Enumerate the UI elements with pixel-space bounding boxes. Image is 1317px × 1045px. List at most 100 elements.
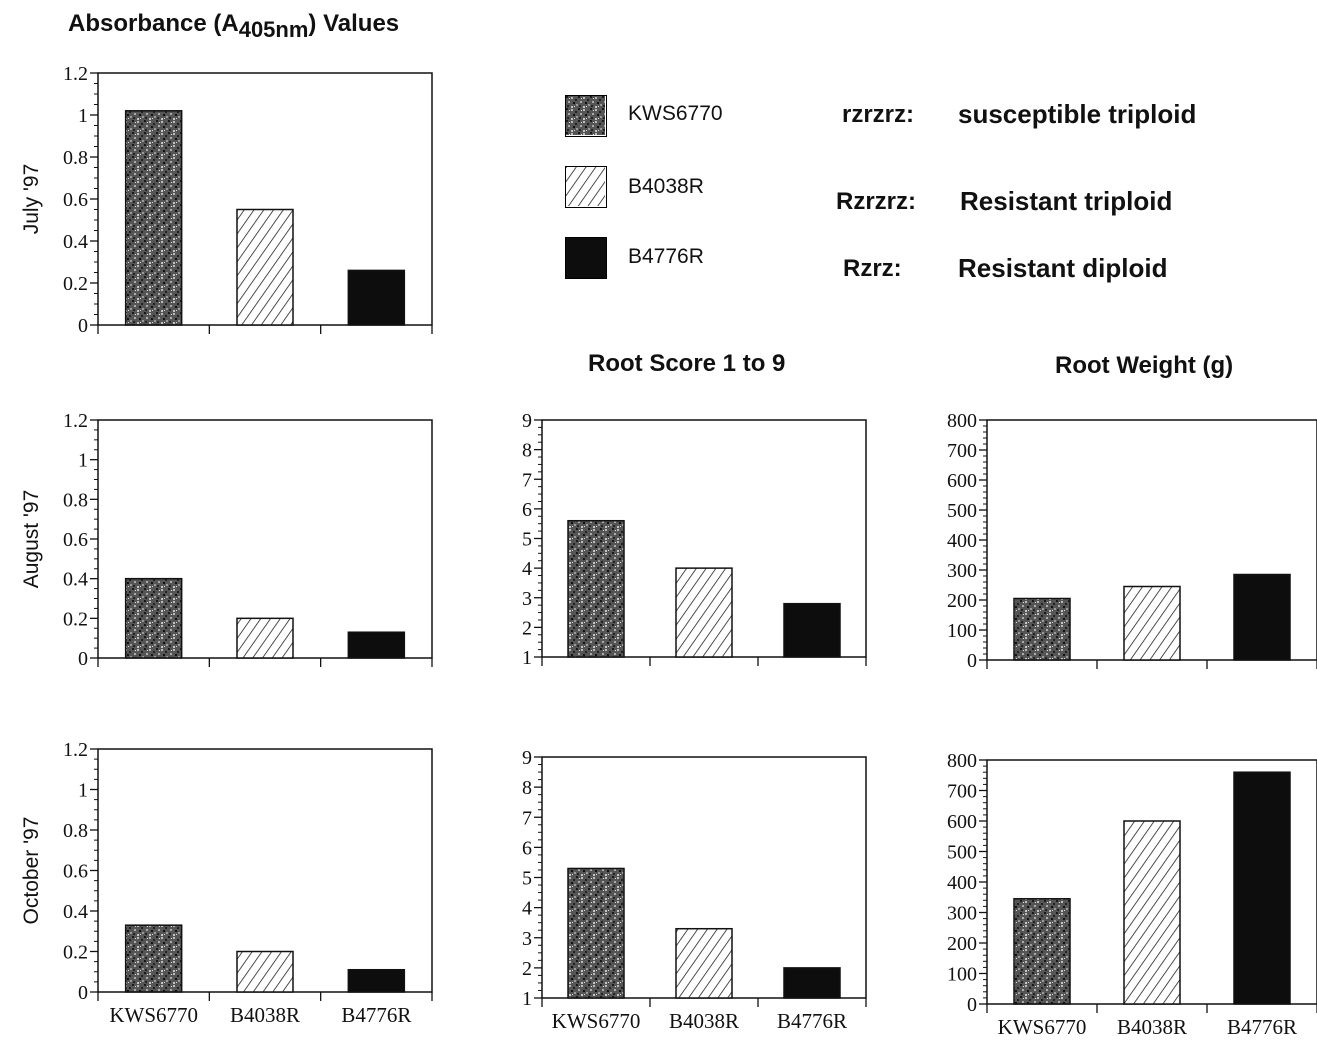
y-tick-label: 0.2	[63, 608, 88, 630]
y-tick-label: 0	[967, 994, 977, 1016]
bar-kws6770	[1013, 898, 1071, 1005]
y-tick-label: 4	[522, 558, 532, 580]
y-tick-label: 600	[947, 470, 977, 492]
bar-b4776r	[783, 602, 841, 658]
y-tick-label: 700	[947, 440, 977, 462]
bar-kws6770	[124, 110, 183, 326]
bar-b4038r	[236, 617, 294, 659]
bar-b4776r	[783, 967, 841, 999]
legend-label-b4038r: B4038R	[628, 175, 704, 198]
y-tick-label: 0.6	[63, 189, 88, 211]
y-tick-label: 0.2	[63, 273, 88, 295]
y-tick-label: 500	[947, 842, 977, 864]
absorbance-heading-main: Absorbance (A	[68, 10, 239, 37]
y-tick-label: 1	[522, 988, 532, 1010]
y-tick-label: 0	[78, 315, 88, 337]
y-tick-label: 600	[947, 811, 977, 833]
chart-weight-august: 0 100 200 300 400 500 600 700 800	[947, 410, 1317, 672]
category-label: KWS6770	[552, 1009, 641, 1033]
y-tick-label: 200	[947, 933, 977, 955]
y-tick-label: 300	[947, 903, 977, 925]
genotype-desc-susceptible-triploid: susceptible triploid	[958, 99, 1197, 129]
bar-b4038r	[675, 567, 733, 658]
bar-kws6770	[567, 867, 625, 999]
row-label: October '97	[20, 817, 43, 925]
y-tick-label: 2	[522, 958, 532, 980]
bar-b4038r	[236, 208, 294, 326]
y-tick-label: 400	[947, 530, 977, 552]
y-tick-label: 9	[522, 747, 532, 769]
y-tick-label: 0.4	[63, 901, 88, 923]
genotype-code-rzrz: Rzrz:	[843, 255, 902, 282]
y-tick-label: 800	[947, 410, 977, 432]
y-tick-label: 0.6	[63, 861, 88, 883]
genotype-desc-resistant-triploid: Resistant triploid	[960, 186, 1173, 216]
y-tick-label: 500	[947, 500, 977, 522]
category-label: B4776R	[341, 1003, 411, 1027]
root-weight-title: Root Weight (g)	[1055, 352, 1234, 379]
bar-kws6770	[124, 924, 183, 993]
absorbance-heading-subscript: 405nm	[238, 16, 309, 42]
bar-b4776r	[1233, 573, 1291, 661]
category-label: B4038R	[1117, 1015, 1187, 1039]
legend-swatch-b4776r	[565, 237, 607, 279]
legend-swatch-kws6770	[565, 95, 607, 137]
y-tick-label: 1.2	[63, 739, 88, 761]
y-tick-label: 100	[947, 620, 977, 642]
category-label: KWS6770	[998, 1015, 1087, 1039]
y-tick-label: 1.2	[63, 63, 88, 85]
speckle-swatch-icon	[566, 96, 605, 135]
bar-kws6770	[1013, 597, 1071, 661]
y-tick-label: 100	[947, 964, 977, 986]
y-tick-label: 3	[522, 928, 532, 950]
bar-kws6770	[567, 519, 625, 658]
category-label: KWS6770	[109, 1003, 198, 1027]
category-label: B4776R	[777, 1009, 847, 1033]
y-tick-label: 0.8	[63, 147, 88, 169]
chart-weight-october: 0 100 200 300 400 500 600 700 800 KWS6770 B4038R B4…	[947, 750, 1317, 1039]
y-tick-label: 0.2	[63, 942, 88, 964]
chart-abs-october: 0 0.2 0.4 0.6 0.8 1 1.2 KWS6770 B4038R B4776R Octo…	[20, 739, 433, 1027]
absorbance-heading: Absorbance (A405nm) Values	[68, 10, 399, 43]
bar-b4038r	[675, 927, 733, 999]
y-tick-label: 0	[967, 650, 977, 672]
y-tick-label: 0	[78, 982, 88, 1004]
bar-kws6770	[124, 577, 183, 659]
y-tick-label: 0	[78, 648, 88, 670]
y-tick-label: 7	[522, 469, 532, 491]
y-tick-label: 6	[522, 837, 532, 859]
y-tick-label: 6	[522, 499, 532, 521]
y-tick-label: 0.4	[63, 569, 88, 591]
y-tick-label: 7	[522, 807, 532, 829]
y-tick-label: 5	[522, 529, 532, 551]
bar-b4776r	[347, 269, 406, 326]
category-label: B4038R	[230, 1003, 300, 1027]
y-tick-label: 5	[522, 868, 532, 890]
y-tick-label: 200	[947, 590, 977, 612]
y-tick-label: 8	[522, 777, 532, 799]
y-tick-label: 800	[947, 750, 977, 772]
y-tick-label: 1	[78, 105, 88, 127]
legend-label-kws6770: KWS6770	[628, 102, 723, 125]
y-tick-label: 1	[78, 780, 88, 802]
row-label: August '97	[20, 490, 43, 589]
chart-score-october: 1 2 3 4 5 6 7 8 9 KWS6770 B4038R B4776R	[522, 747, 867, 1033]
absorbance-heading-end: ) Values	[308, 10, 400, 37]
y-tick-label: 300	[947, 560, 977, 582]
bar-b4038r	[1123, 585, 1181, 661]
legend-swatch-b4038r	[565, 166, 607, 208]
y-tick-label: 1.2	[63, 410, 88, 432]
chart-abs-august: 0 0.2 0.4 0.6 0.8 1 1.2 August '97	[20, 410, 433, 670]
category-label: B4038R	[669, 1009, 739, 1033]
bar-b4776r	[347, 631, 406, 659]
hatch-swatch-icon	[566, 167, 605, 206]
chart-score-august: 1 2 3 4 5 6 7 8 9	[522, 410, 867, 669]
legend-label-b4776r: B4776R	[628, 245, 704, 268]
y-tick-label: 3	[522, 588, 532, 610]
bar-b4776r	[347, 968, 406, 993]
chart-abs-july: 0 0.2 0.4 0.6 0.8 1 1.2 July '97	[20, 63, 433, 337]
y-tick-label: 1	[78, 450, 88, 472]
root-score-title: Root Score 1 to 9	[588, 350, 786, 377]
genotype-code-rzrzrz: Rzrzrz:	[836, 188, 917, 215]
